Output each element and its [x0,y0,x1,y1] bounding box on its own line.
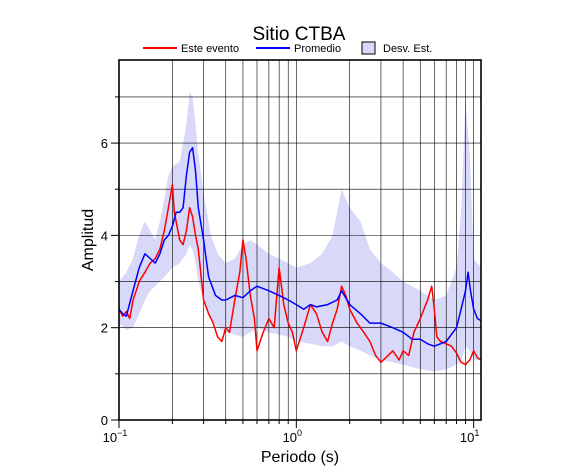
std-dev-band-layer [119,92,481,372]
plot-frame [118,59,482,421]
x-tick-label: 10−1 [103,428,128,445]
series-line-promedio [118,146,482,347]
legend-swatch-desv-est [361,41,376,55]
legend-label-promedio: Promedio [294,43,341,55]
y-ticks: 0 2 4 6 [101,96,119,428]
x-ticks: 10−1 100 101 [103,420,479,445]
y-tick-label: 6 [101,136,108,151]
legend-label-desv-est: Desv. Est. [383,43,432,55]
chart-title: Sitio CTBA [253,24,346,45]
legend-label-este-evento: Este evento [181,43,239,55]
y-axis-label: Amplitud [80,209,97,271]
y-tick-label: 0 [101,413,108,428]
x-tick-label: 101 [460,428,479,445]
y-tick-label: 2 [101,321,108,336]
legend: Este evento Promedio Desv. Est. [143,41,432,55]
x-tick-label: 100 [283,428,302,445]
y-tick-label: 4 [101,228,108,243]
std-dev-band [119,92,481,372]
x-axis-label: Periodo (s) [261,449,339,466]
series-line-este-evento [118,183,482,366]
series-layer [118,146,482,366]
